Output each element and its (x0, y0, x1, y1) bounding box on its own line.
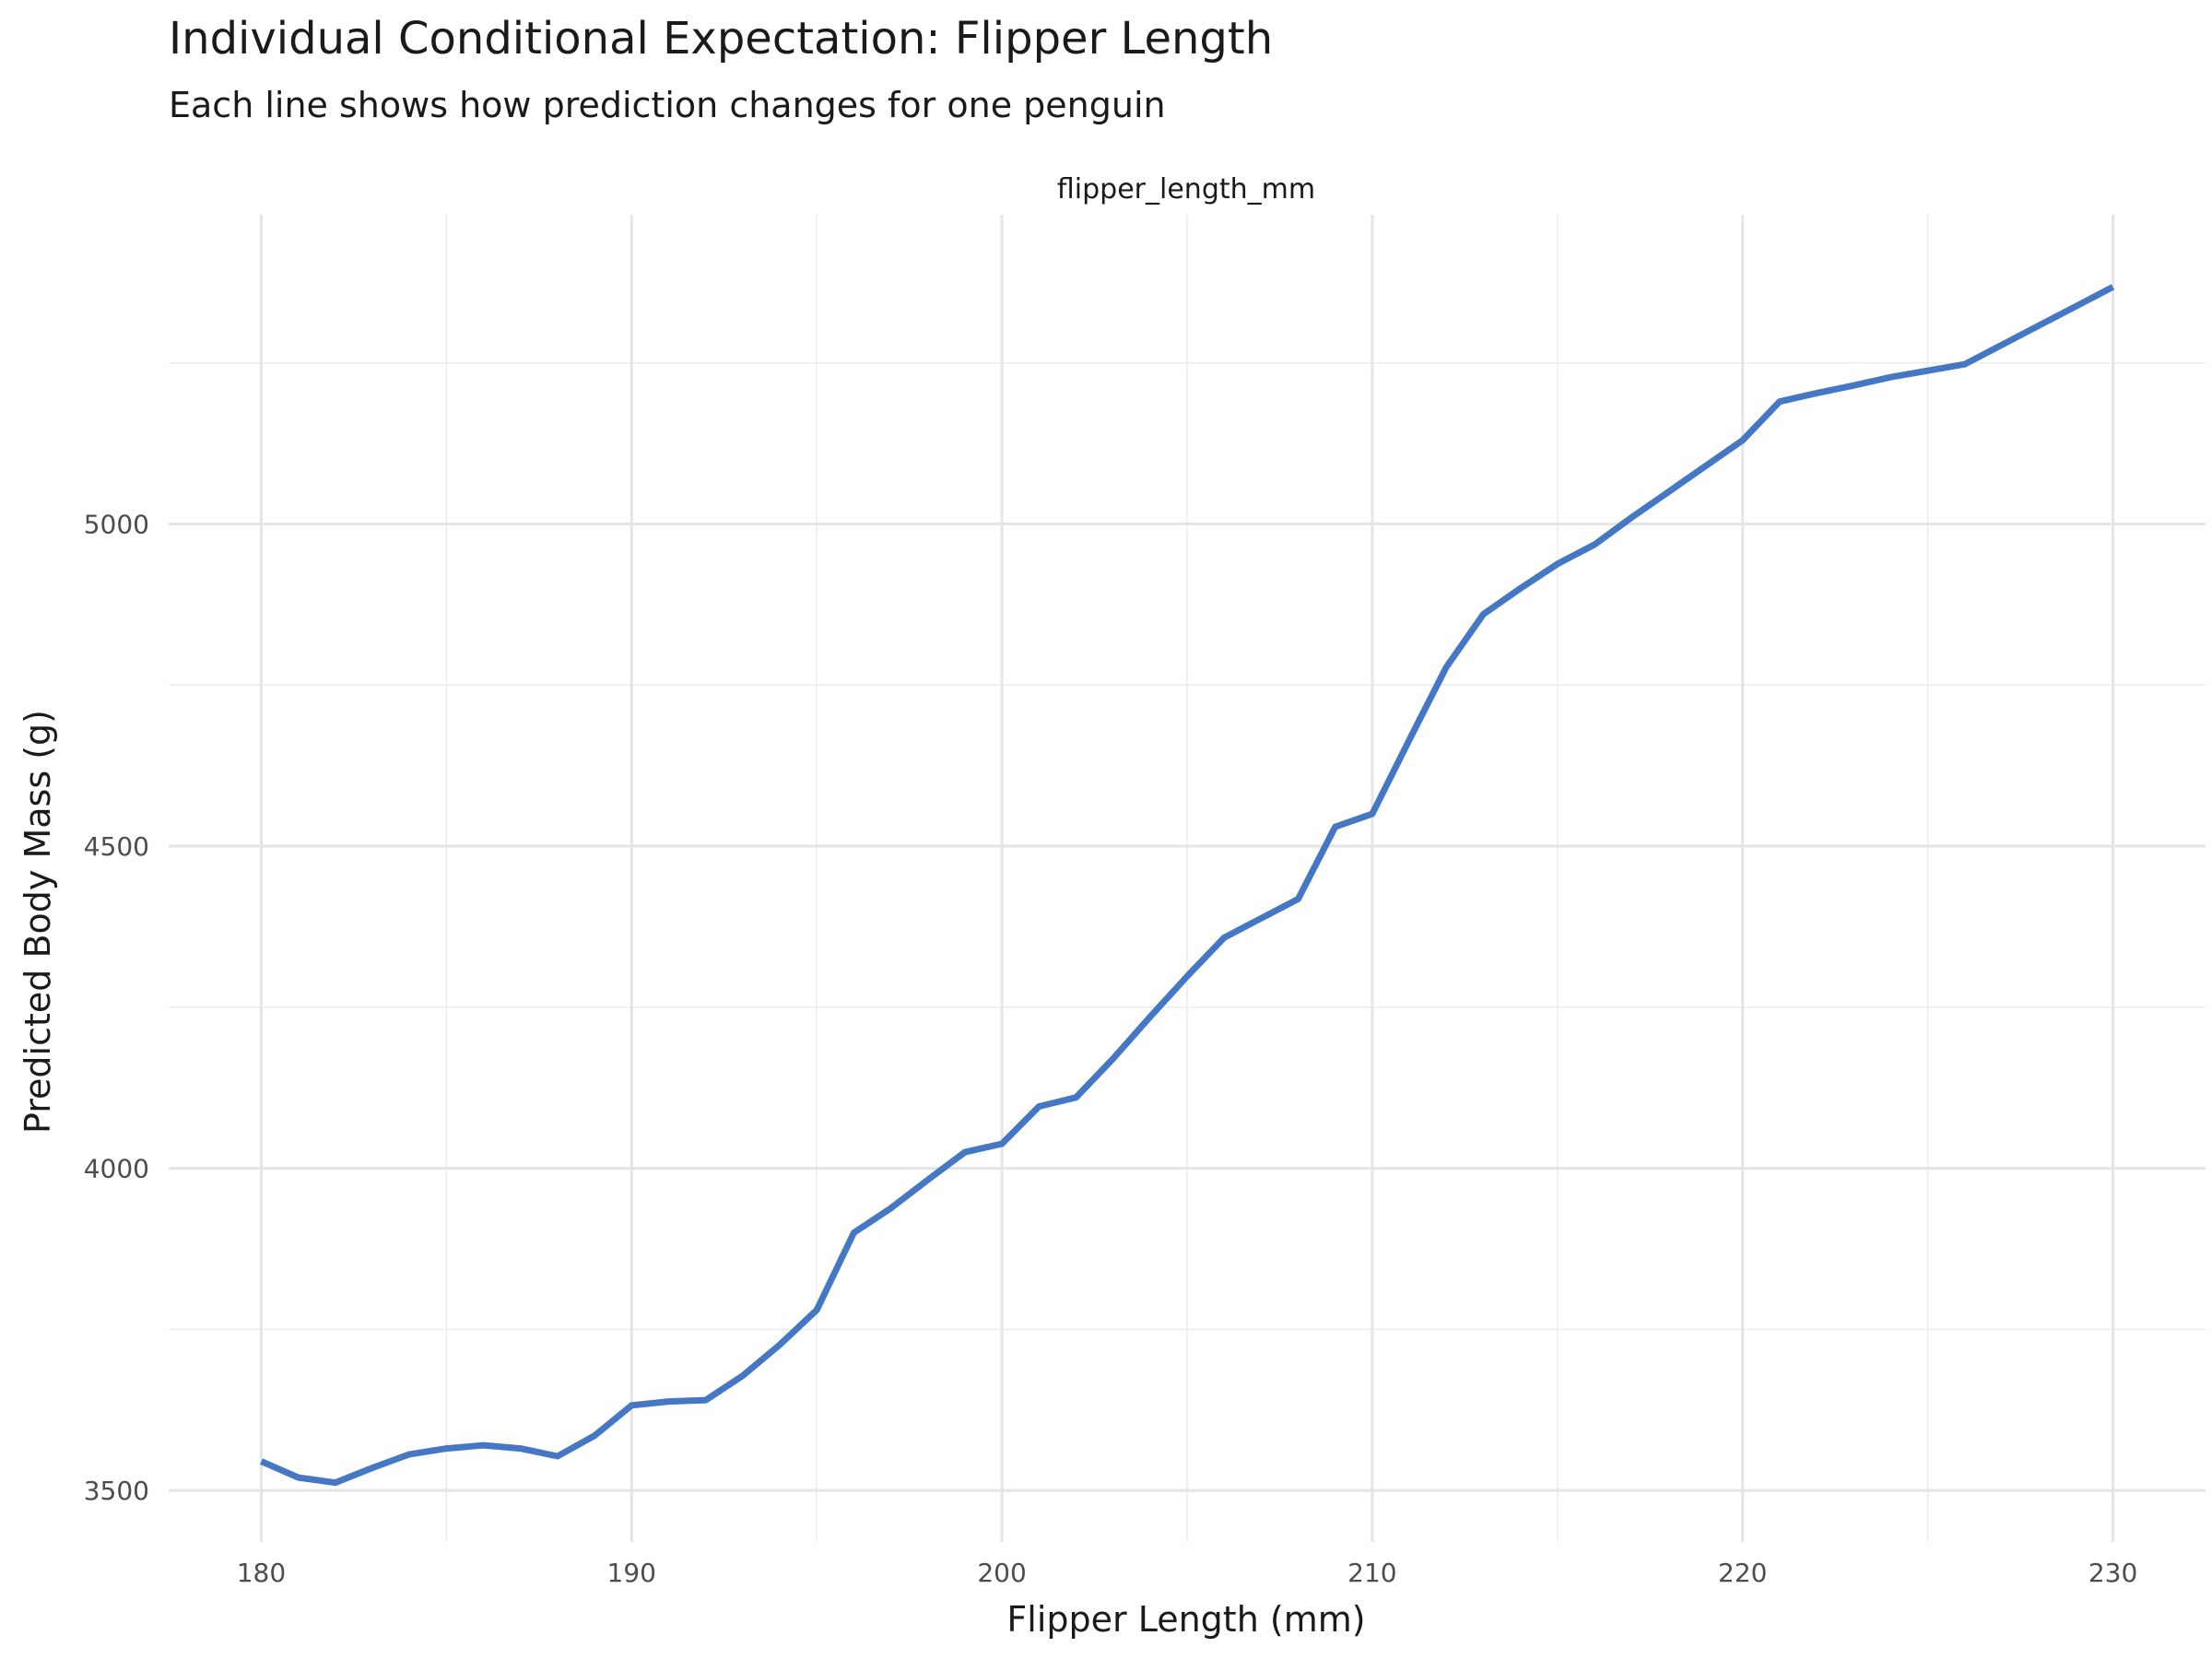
x-axis-title: Flipper Length (mm) (1006, 1599, 1365, 1640)
y-tick-labels: 3500 4000 4500 5000 (84, 510, 149, 1507)
x-tick-label: 220 (1718, 1558, 1767, 1588)
facet-strip-label: flipper_length_mm (1057, 173, 1315, 206)
x-tick-labels: 180 190 200 210 220 230 (237, 1558, 2138, 1588)
y-tick-label: 3500 (84, 1476, 149, 1506)
x-tick-label: 210 (1347, 1558, 1396, 1588)
x-tick-label: 230 (2088, 1558, 2137, 1588)
x-tick-label: 180 (237, 1558, 286, 1588)
y-tick-label: 4500 (84, 831, 149, 862)
series-layer (260, 284, 2115, 1487)
y-tick-label: 4000 (84, 1154, 149, 1184)
ice-series-line (260, 284, 2115, 1487)
minor-gridlines (169, 215, 2206, 1542)
major-gridlines (169, 215, 2206, 1542)
y-tick-label: 5000 (84, 510, 149, 540)
x-tick-label: 190 (607, 1558, 656, 1588)
chart-title: Individual Conditional Expectation: Flip… (169, 13, 1274, 65)
x-tick-label: 200 (977, 1558, 1026, 1588)
y-axis-title: Predicted Body Mass (g) (18, 710, 58, 1134)
chart-subtitle: Each line shows how prediction changes f… (169, 85, 1166, 125)
